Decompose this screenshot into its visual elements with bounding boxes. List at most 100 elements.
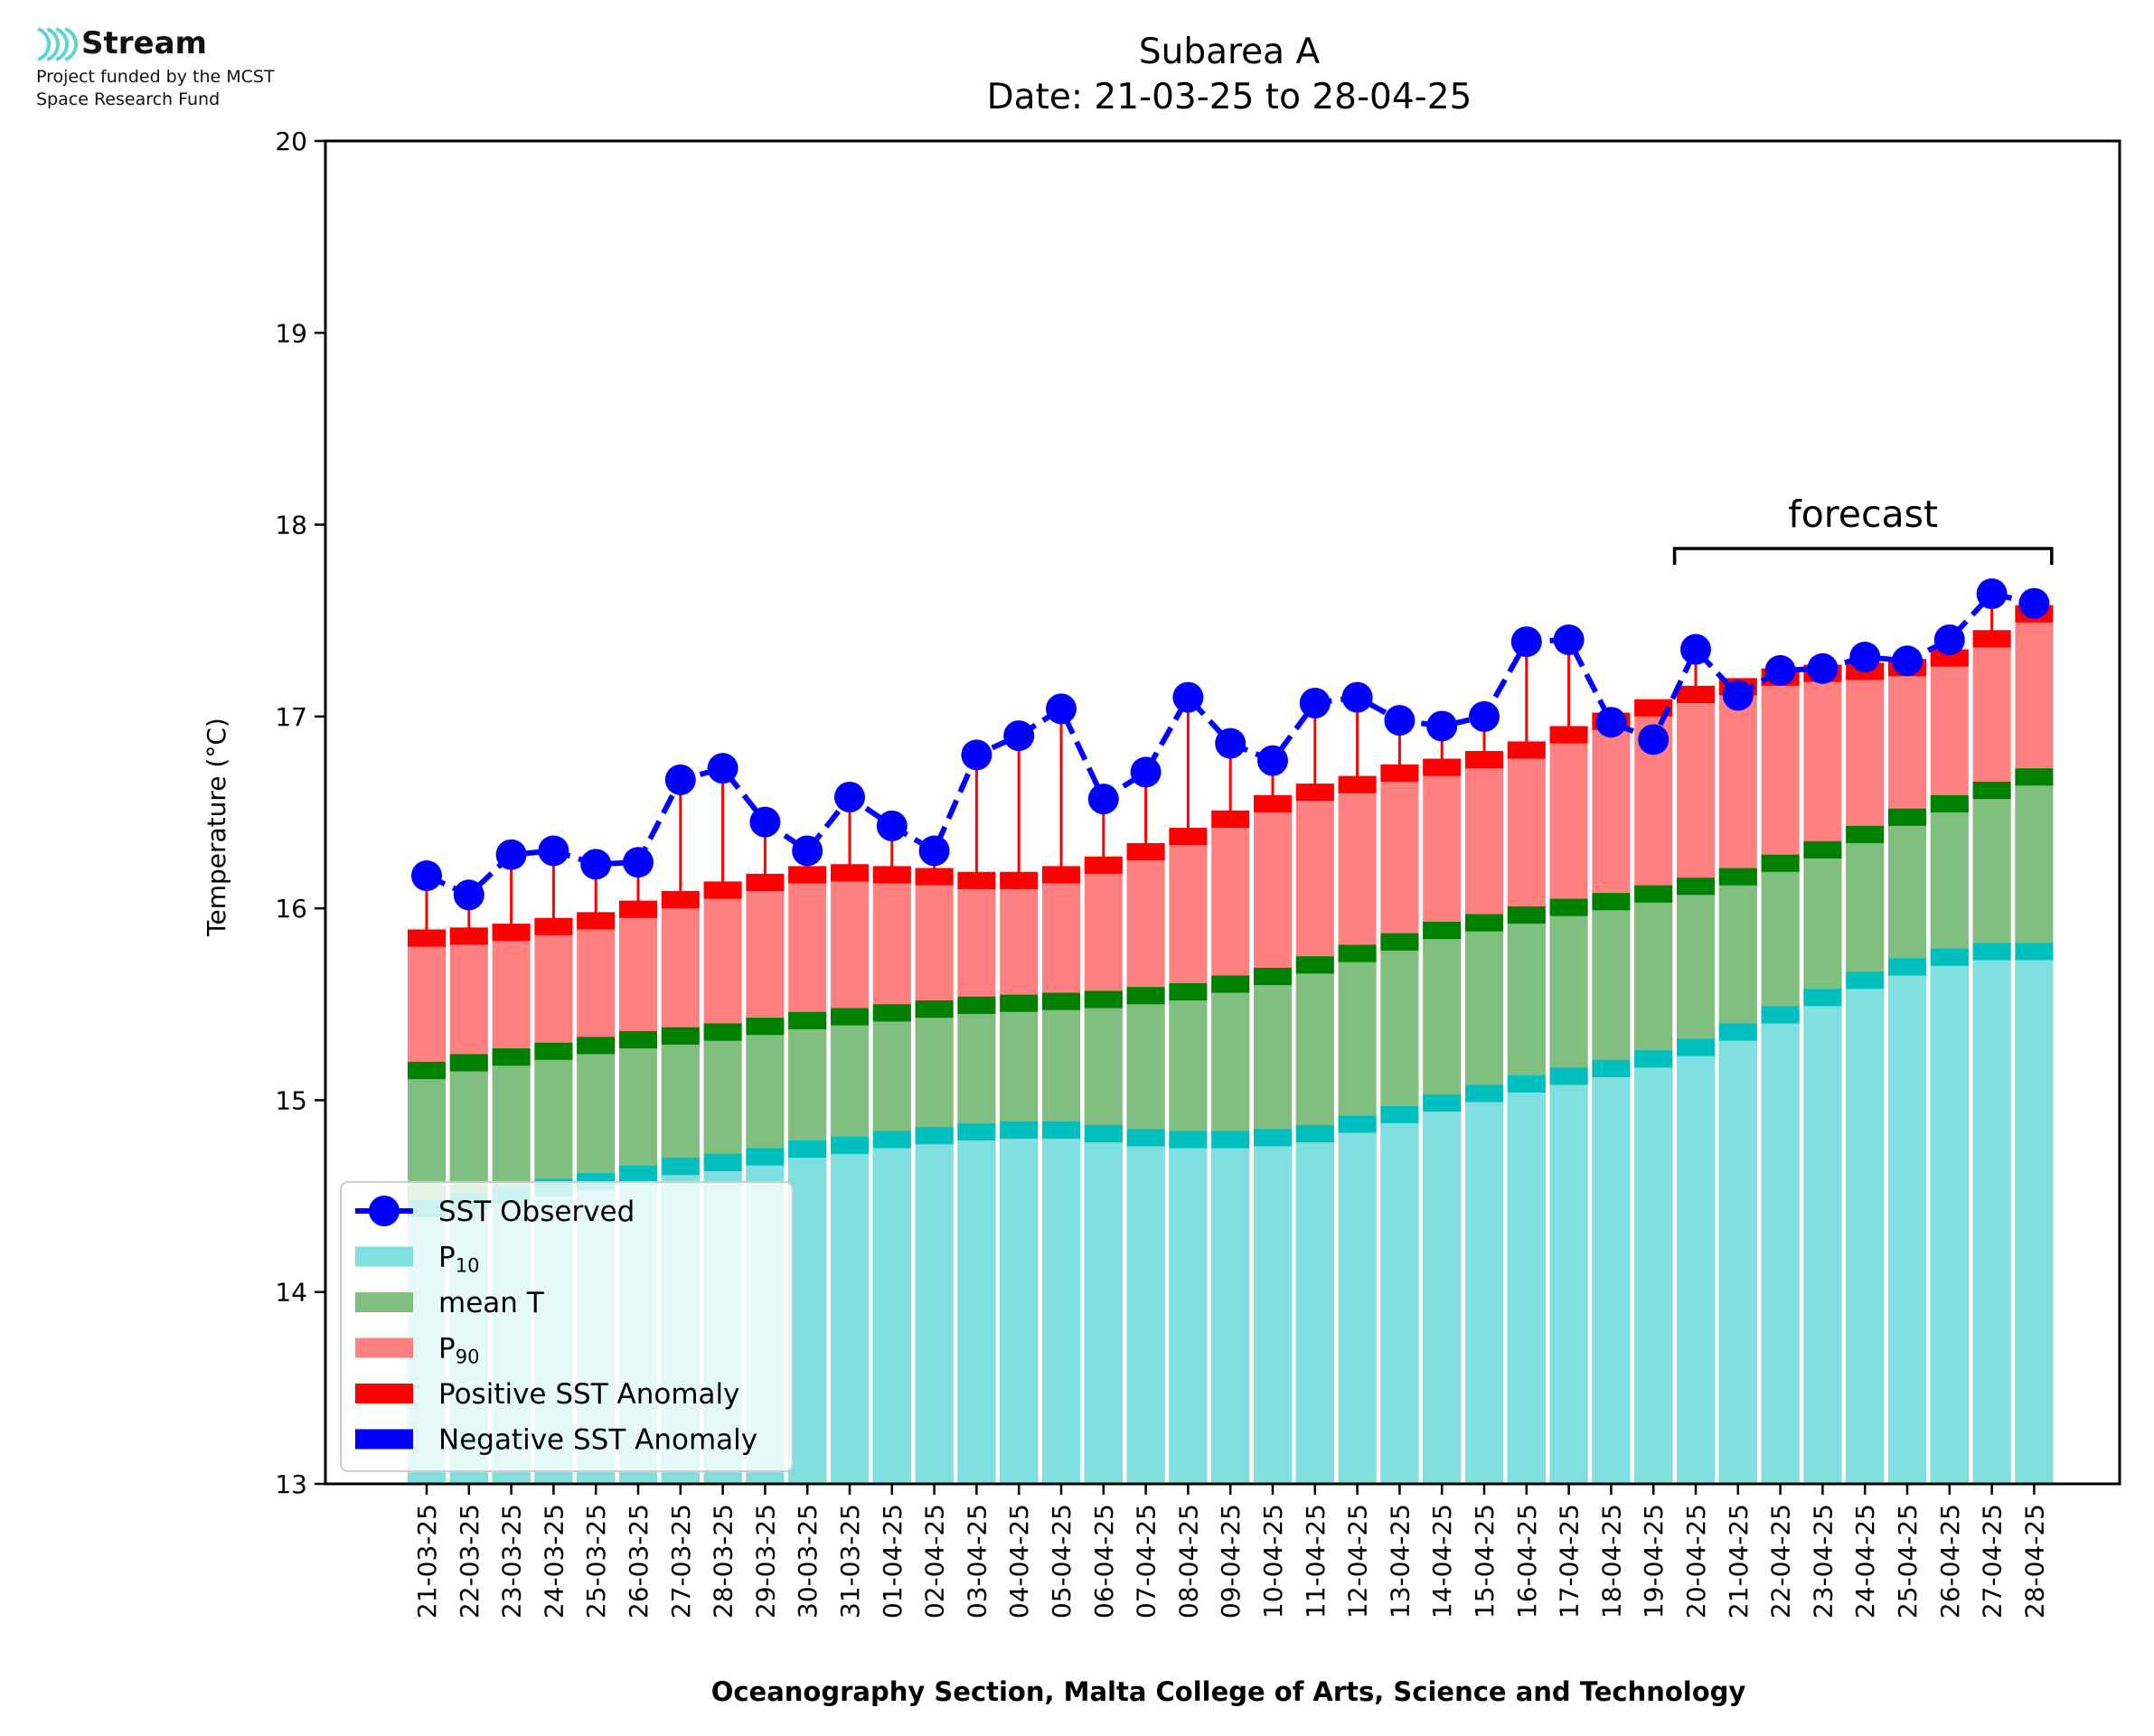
bar-p10-edge [1718, 1023, 1757, 1041]
bar-p10-edge [1211, 1131, 1250, 1149]
sst-observed-point [1003, 720, 1035, 752]
x-tick-label: 24-04-25 [1850, 1504, 1880, 1619]
y-tick-label: 13 [275, 1469, 307, 1499]
x-axis-label: Oceanography Section, Malta College of A… [711, 1676, 1746, 1707]
y-tick-label: 18 [275, 511, 307, 540]
x-tick-label: 23-04-25 [1808, 1504, 1838, 1619]
legend-label: Positive SST Anomaly [438, 1378, 739, 1411]
bar-mean-edge [1338, 944, 1377, 962]
y-tick-label: 20 [275, 127, 307, 156]
legend-key-marker [369, 1196, 400, 1226]
sst-observed-point [1933, 624, 1965, 655]
legend-label: SST Observed [438, 1196, 635, 1228]
bar-p10-edge [1126, 1129, 1165, 1147]
bar-p10 [1761, 1006, 1800, 1484]
legend-item: P10 [355, 1242, 479, 1277]
x-tick-label: 01-04-25 [878, 1504, 908, 1619]
legend-item: SST Observed [355, 1196, 635, 1228]
x-tick-label: 13-04-25 [1385, 1504, 1415, 1619]
bar-p10 [1338, 1115, 1377, 1484]
bar-p10-edge [1042, 1121, 1080, 1139]
x-tick-label: 22-04-25 [1766, 1504, 1796, 1619]
bar-mean-edge [534, 1042, 573, 1060]
x-tick-label: 10-04-25 [1258, 1504, 1288, 1619]
x-tick-label: 05-04-25 [1047, 1504, 1077, 1619]
x-tick-label: 12-04-25 [1343, 1504, 1373, 1619]
x-tick-label: 19-04-25 [1639, 1504, 1669, 1619]
bar-p10 [831, 1136, 869, 1484]
sst-observed-point [749, 806, 781, 838]
sst-observed-point [1341, 681, 1373, 713]
x-tick-label: 09-04-25 [1216, 1504, 1246, 1619]
legend-label: Negative SST Anomaly [438, 1424, 757, 1457]
bar-mean-edge [1042, 992, 1080, 1010]
sst-observed-point [1087, 784, 1119, 815]
bar-mean-edge [915, 1000, 954, 1018]
bar-p10 [1254, 1129, 1292, 1484]
legend-key-swatch [355, 1384, 413, 1403]
bar-mean-edge [1549, 898, 1588, 916]
bar-p10-edge [1761, 1006, 1800, 1024]
x-tick-label: 06-04-25 [1089, 1504, 1119, 1619]
sst-observed-point [1510, 626, 1542, 658]
sst-observed-point [1595, 707, 1627, 738]
sst-observed-point [664, 764, 696, 795]
sst-observed-point [1130, 756, 1162, 788]
y-axis-label: Temperature (°C) [202, 718, 231, 937]
bar-p10-edge [1549, 1067, 1588, 1085]
sst-observed-point [1384, 705, 1416, 737]
bar-p10-edge [1930, 948, 1969, 966]
bar-p10 [1718, 1023, 1757, 1484]
sst-observed-point [623, 847, 654, 878]
bar-mean-edge [1634, 885, 1673, 903]
forecast-bracket [1672, 547, 2054, 565]
x-tick-label: 15-04-25 [1470, 1504, 1500, 1619]
bar-mean-edge [1211, 975, 1250, 993]
legend: SST Observed P10 mean T P90 Positive SST Ano… [340, 1181, 794, 1472]
bar-p10 [957, 1122, 996, 1484]
y-tick-label: 19 [275, 318, 307, 348]
legend-key-swatch [355, 1246, 413, 1267]
sst-observed-point [580, 849, 612, 880]
chart-title: Subarea A [1139, 32, 1321, 72]
bar-p10-edge [1254, 1129, 1292, 1147]
x-tick-label: 07-04-25 [1132, 1504, 1162, 1619]
logo-funding-line-2: Space Research Fund [36, 89, 221, 109]
bar-p10-edge [1169, 1131, 1208, 1149]
x-tick-label: 21-03-25 [412, 1504, 442, 1619]
x-tick-label: 27-03-25 [666, 1504, 696, 1619]
bar-p10-edge [2015, 943, 2054, 961]
y-tick-label: 15 [275, 1085, 307, 1115]
bar-p10 [1380, 1105, 1419, 1484]
legend-item: Positive SST Anomaly [355, 1378, 739, 1411]
sst-observed-point [1046, 693, 1077, 725]
bar-p10-edge [1423, 1094, 1462, 1112]
legend-item: P90 [355, 1333, 479, 1368]
x-tick-label: 25-03-25 [581, 1504, 611, 1619]
x-tick-label: 31-03-25 [835, 1504, 865, 1619]
sst-observed-point [495, 839, 527, 870]
bar-p10-edge [1338, 1115, 1377, 1133]
x-tick-label: 18-04-25 [1596, 1504, 1626, 1619]
bar-mean-edge [831, 1008, 869, 1026]
x-tick-label: 08-04-25 [1173, 1504, 1203, 1619]
bar-mean-edge [1295, 956, 1334, 974]
x-tick-label: 22-03-25 [455, 1504, 484, 1619]
bar-p10-edge [1846, 971, 1885, 990]
bar-p10 [1000, 1121, 1039, 1484]
sst-observed-point [1638, 724, 1670, 755]
bar-p10-edge [661, 1158, 700, 1176]
sst-observed-point [1680, 633, 1711, 665]
sst-observed-point [1553, 624, 1585, 655]
legend-key-swatch [355, 1292, 413, 1312]
bar-p10-edge [1507, 1074, 1546, 1093]
bar-mean-edge [1254, 967, 1292, 986]
bar-p10 [1592, 1059, 1631, 1484]
bar-p10 [872, 1131, 911, 1484]
bar-mean-edge [492, 1048, 531, 1066]
bar-mean-edge [1677, 877, 1715, 896]
bar-mean-edge [746, 1018, 785, 1036]
bar-mean-edge [957, 996, 996, 1014]
bar-p10 [1846, 971, 1885, 1484]
